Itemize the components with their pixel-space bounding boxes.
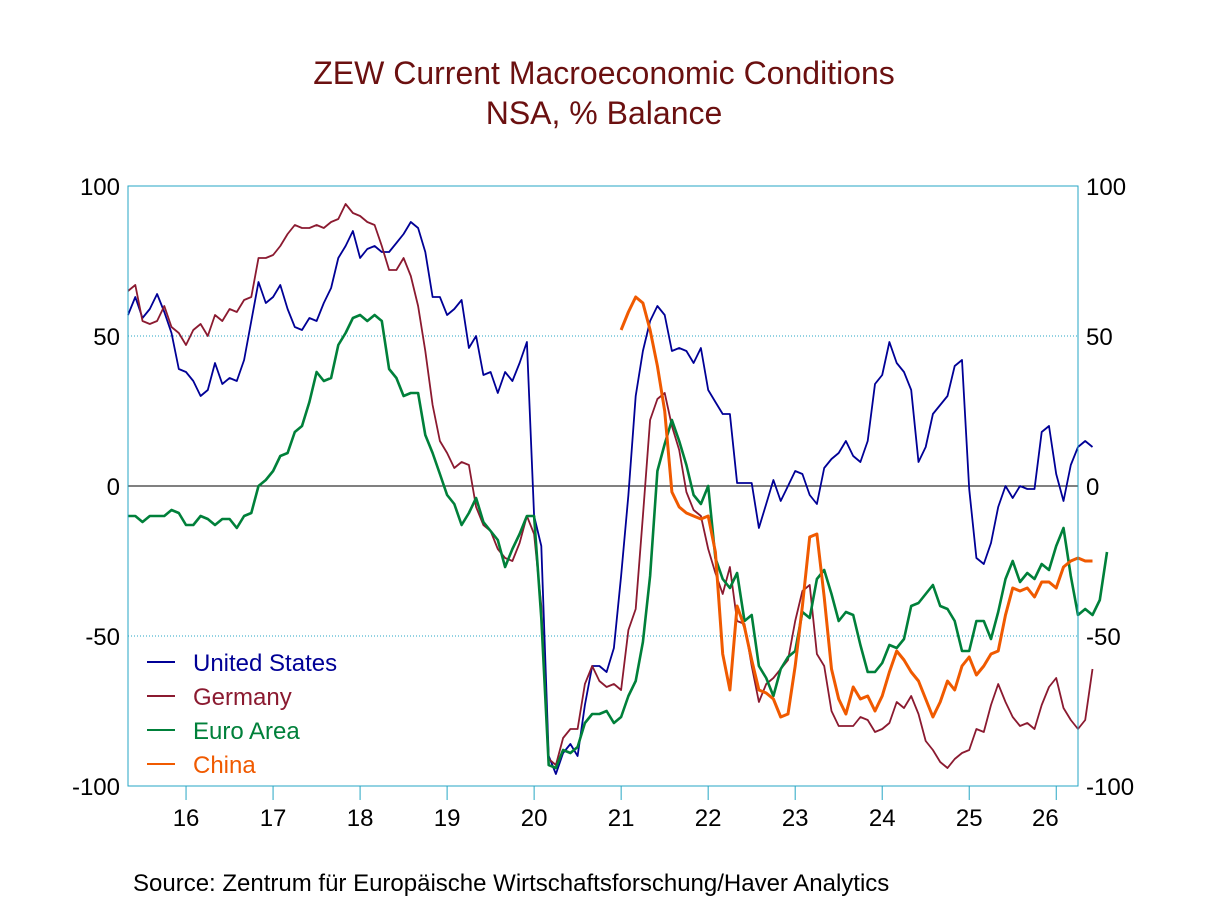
x-tick-label: 26: [1032, 805, 1059, 832]
y-tick-label-right: 0: [1086, 474, 1099, 501]
y-tick-label-right: 100: [1086, 174, 1126, 201]
x-tick-label: 25: [956, 805, 983, 832]
source-note: Source: Zentrum für Europäische Wirtscha…: [133, 870, 890, 897]
x-tick-label: 16: [173, 805, 200, 832]
series-line-germany: [127, 203, 1094, 769]
x-tick-label: 23: [782, 805, 809, 832]
y-tick-label-right: 50: [1086, 324, 1113, 351]
series-line-euro-area: [128, 313, 1109, 770]
x-tick-label: 20: [521, 805, 548, 832]
x-tick-label: 19: [434, 805, 461, 832]
x-tick-label: 21: [608, 805, 635, 832]
axis-layer: 100 100 50 50 0 0 -50 -50 -100 -100 16 17 18 19 20 21 22…: [72, 174, 1134, 832]
x-tick-label: 18: [347, 805, 374, 832]
chart-subtitle: NSA, % Balance: [485, 95, 723, 131]
y-tick-label-left: -50: [85, 624, 120, 651]
series-line-united-states: [127, 221, 1094, 775]
legend-label-germany: Germany: [193, 684, 292, 711]
series-layer: [127, 203, 1109, 775]
y-tick-label-right: -100: [1086, 774, 1134, 801]
chart-title: ZEW Current Macroeconomic Conditions: [313, 55, 895, 91]
legend-label-china: China: [193, 752, 256, 779]
y-tick-label-left: 100: [80, 174, 120, 201]
legend: United States Germany Euro Area China: [147, 650, 337, 779]
legend-label-united-states: United States: [193, 650, 337, 677]
x-tick-label: 22: [695, 805, 722, 832]
grid-layer: [128, 335, 1078, 637]
x-tick-label: 17: [260, 805, 287, 832]
y-tick-label-left: -100: [72, 774, 120, 801]
series-line-china: [619, 295, 1093, 719]
x-tick-label: 24: [869, 805, 896, 832]
legend-label-euro-area: Euro Area: [193, 718, 300, 745]
y-tick-label-left: 50: [93, 324, 120, 351]
y-tick-label-left: 0: [107, 474, 120, 501]
plot-frame: [127, 185, 1079, 787]
y-tick-label-right: -50: [1086, 624, 1121, 651]
